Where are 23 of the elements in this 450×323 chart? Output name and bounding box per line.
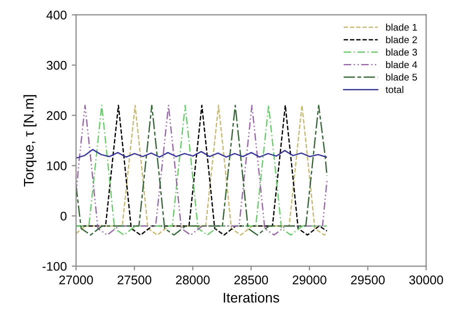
y-tick-label: 300 bbox=[46, 60, 67, 70]
y-tick-label: 200 bbox=[46, 111, 67, 120]
legend-label: blade 1 bbox=[386, 24, 417, 31]
y-tick-label: 100 bbox=[47, 161, 67, 170]
x-tick-label: 29000 bbox=[292, 276, 326, 284]
legend-label: total bbox=[386, 86, 404, 94]
x-tick-label: 30000 bbox=[409, 276, 444, 284]
x-tick-label: 29500 bbox=[351, 276, 385, 284]
line-series bbox=[76, 148, 327, 159]
line-series bbox=[76, 104, 328, 236]
x-tick-label: 28500 bbox=[234, 276, 268, 284]
y-tick-label: 0 bbox=[60, 212, 67, 221]
x-tick-label: 27500 bbox=[118, 276, 152, 284]
y-tick-label: 400 bbox=[46, 10, 67, 20]
x-tick-label: 28000 bbox=[176, 276, 210, 284]
x-axis-title: Iterations bbox=[224, 292, 280, 303]
legend-label: blade 3 bbox=[386, 48, 417, 56]
legend-label: blade 2 bbox=[386, 36, 417, 44]
legend-label: blade 5 bbox=[386, 73, 417, 81]
y-tick-label: -100 bbox=[42, 262, 67, 271]
legend-label: blade 4 bbox=[386, 61, 418, 68]
x-tick-label: 27000 bbox=[59, 276, 93, 284]
y-axis-title: Torque, τ [N.m] bbox=[24, 95, 36, 187]
